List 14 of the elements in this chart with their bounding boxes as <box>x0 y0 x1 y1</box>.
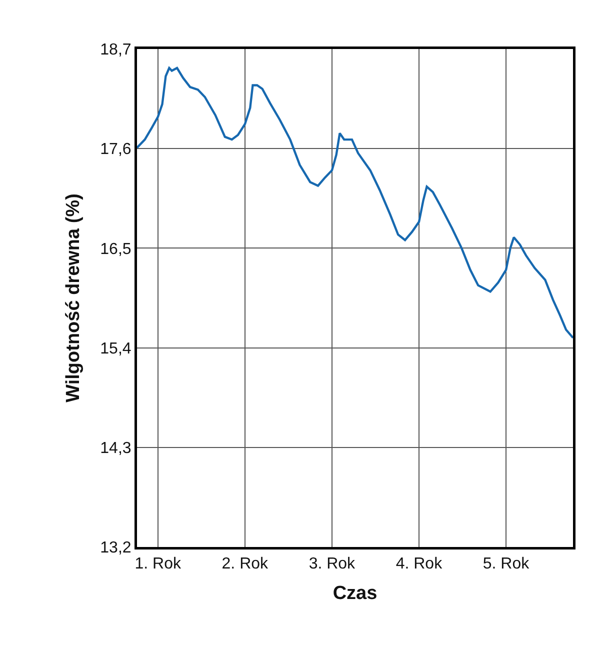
y-tick-label: 16,5 <box>100 240 132 258</box>
x-tick-label: 2. Rok <box>222 556 270 573</box>
y-axis-title: Wilgotność drewna (%) <box>62 194 84 402</box>
y-tick-label: 18,7 <box>100 42 132 59</box>
y-tick-label: 15,4 <box>100 340 132 358</box>
x-tick-label: 4. Rok <box>396 556 444 573</box>
y-tick-label: 13,2 <box>100 540 132 557</box>
y-tick-label: 14,3 <box>100 440 132 457</box>
line-series <box>137 66 573 339</box>
x-tick-label: 1. Rok <box>134 556 182 573</box>
y-tick-label: 17,6 <box>100 141 132 158</box>
x-axis-title: Czas <box>332 582 378 604</box>
x-tick-label: 5. Rok <box>482 556 530 573</box>
x-tick-label: 3. Rok <box>308 556 356 573</box>
